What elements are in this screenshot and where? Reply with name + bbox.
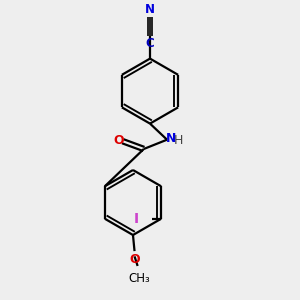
Text: CH₃: CH₃ bbox=[128, 272, 150, 284]
Text: N: N bbox=[145, 3, 155, 16]
Text: O: O bbox=[129, 253, 140, 266]
Text: N: N bbox=[166, 132, 176, 145]
Text: C: C bbox=[146, 37, 154, 50]
Text: H: H bbox=[174, 134, 184, 147]
Text: I: I bbox=[134, 212, 139, 226]
Text: O: O bbox=[114, 134, 124, 147]
